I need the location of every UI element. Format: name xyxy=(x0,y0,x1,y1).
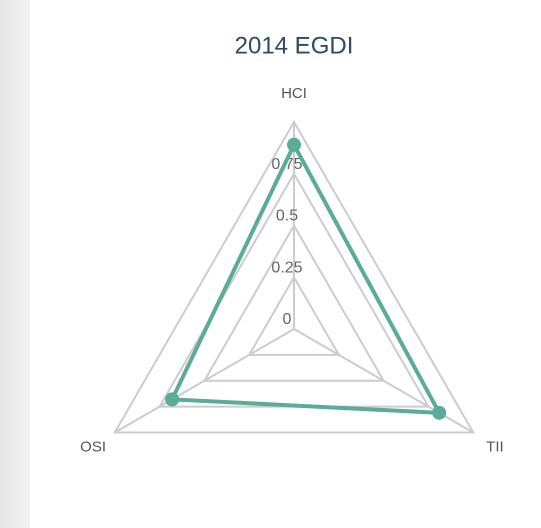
axis-label: TII xyxy=(486,438,504,455)
grid-ring xyxy=(113,120,475,434)
chart-title: 2014 EGDI xyxy=(235,32,354,59)
tick-label: 0.25 xyxy=(271,259,302,276)
spoke xyxy=(114,328,295,434)
axis-label: OSI xyxy=(80,438,106,455)
tick-label: 0.75 xyxy=(271,156,302,173)
data-point xyxy=(287,137,301,152)
grid-ring xyxy=(202,223,386,382)
grid-ring xyxy=(247,275,341,356)
panel xyxy=(30,0,541,528)
tick-label: 0.5 xyxy=(276,208,298,225)
axis-label: HCI xyxy=(281,85,307,102)
data-point xyxy=(432,405,447,420)
tick-label: 0 xyxy=(283,311,292,328)
data-point xyxy=(165,392,180,407)
series-outline xyxy=(170,142,442,415)
